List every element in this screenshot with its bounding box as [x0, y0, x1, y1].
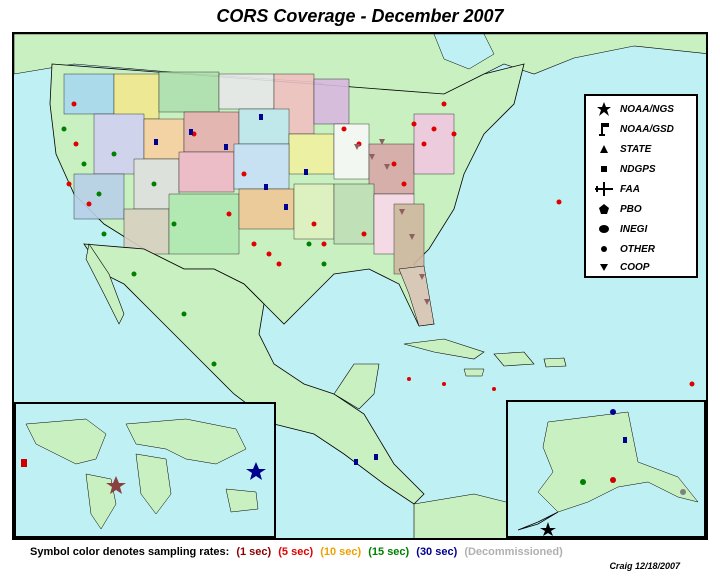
- rate-15sec: (15 sec): [368, 546, 410, 558]
- legend-item-pbo: PBO: [594, 200, 642, 218]
- rate-30sec: (30 sec): [416, 546, 458, 558]
- star-icon: [594, 101, 614, 117]
- mexico-landmass: [83, 243, 425, 505]
- alaska-inset-map: [506, 400, 706, 538]
- rate-1sec: (1 sec): [236, 546, 272, 558]
- legend-item-inegi: INEGI: [594, 220, 647, 238]
- north-america-map: [14, 34, 706, 538]
- alaska-map: [517, 409, 699, 536]
- rate-5sec: (5 sec): [278, 546, 314, 558]
- footer-prefix: Symbol color denotes sampling rates:: [30, 546, 230, 558]
- pentagon-icon: [594, 201, 614, 217]
- circle-icon: [594, 241, 614, 257]
- legend-label: NOAA/GSD: [620, 123, 674, 135]
- hispaniola: [493, 351, 535, 367]
- state-regions: [63, 71, 455, 275]
- rate-decommissioned: (Decommissioned): [464, 546, 563, 558]
- station-markers-red: [66, 101, 695, 391]
- legend-label: INEGI: [620, 223, 648, 235]
- puerto-rico: [543, 357, 567, 368]
- triangle-icon: [594, 141, 614, 157]
- map-title: CORS Coverage - December 2007: [216, 6, 504, 26]
- legend-item-faa: FAA: [594, 180, 640, 198]
- world-map: [21, 418, 266, 530]
- station-markers-green: [61, 126, 327, 367]
- down-triangle-icon: [594, 259, 614, 275]
- legend-label: FAA: [620, 183, 640, 195]
- legend-item-state: STATE: [594, 140, 651, 158]
- legend-label: COOP: [620, 261, 650, 273]
- cuba: [403, 338, 485, 360]
- flag-icon: [594, 121, 614, 137]
- legend-label: PBO: [620, 203, 642, 215]
- legend-label: STATE: [620, 143, 652, 155]
- map-legend: NOAA/NGS NOAA/GSD STATE NDGPS FAA PBO IN…: [584, 94, 698, 278]
- square-icon: [594, 161, 614, 177]
- legend-label: NDGPS: [620, 163, 656, 175]
- legend-item-noaa-ngs: NOAA/NGS: [594, 100, 674, 118]
- station-markers-coop: [354, 139, 430, 305]
- rate-10sec: (10 sec): [320, 546, 362, 558]
- ellipse-icon: [594, 221, 614, 237]
- legend-item-ndgps: NDGPS: [594, 160, 656, 178]
- legend-label: OTHER: [620, 243, 655, 255]
- legend-item-coop: COOP: [594, 258, 649, 276]
- legend-item-noaa-gsd: NOAA/GSD: [594, 120, 674, 138]
- world-inset-map: [14, 402, 276, 538]
- airplane-icon: [594, 181, 614, 197]
- author-credit: Craig 12/18/2007: [609, 561, 680, 571]
- sampling-rate-footer: Symbol color denotes sampling rates: (1 …: [30, 546, 567, 558]
- legend-item-other: OTHER: [594, 240, 655, 258]
- legend-label: NOAA/NGS: [620, 103, 674, 115]
- station-markers-blue: [154, 114, 378, 465]
